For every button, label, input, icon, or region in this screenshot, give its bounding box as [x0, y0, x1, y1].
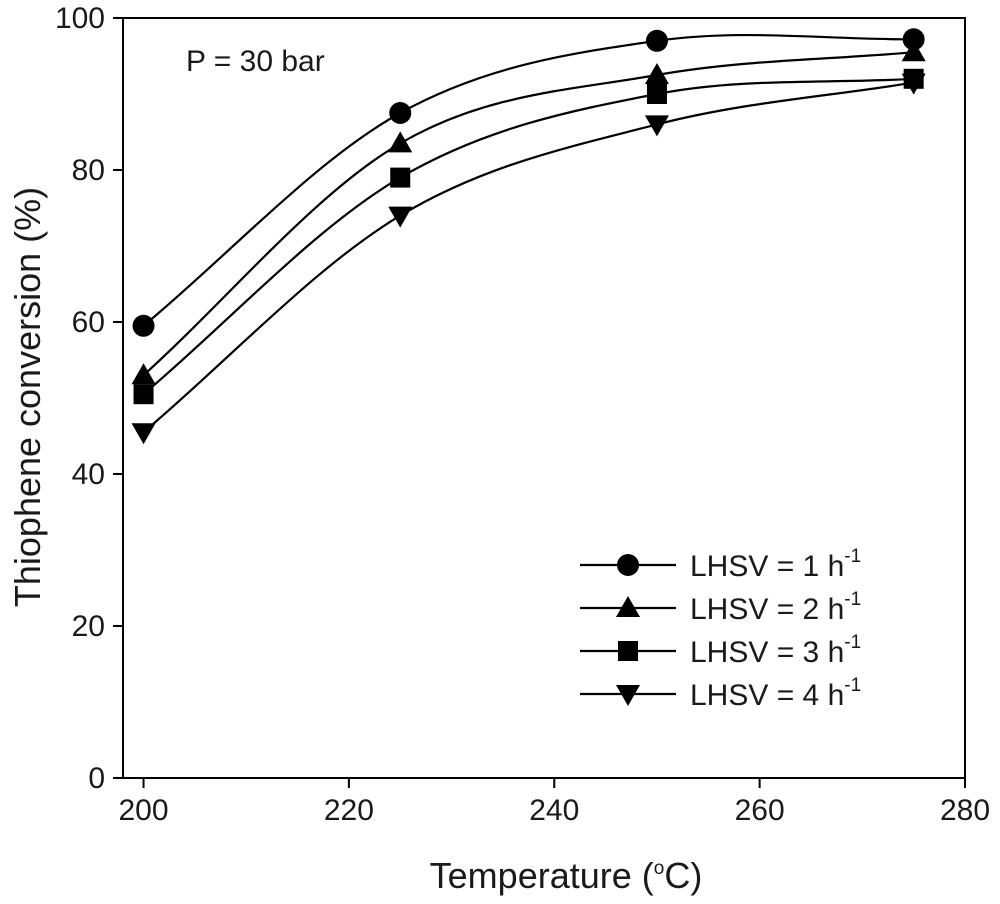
legend-entry-3: LHSV = 3 h-1: [580, 632, 861, 669]
legend-label-1: LHSV = 1 h-1: [690, 546, 861, 583]
data-point-s1-x250: [645, 29, 668, 52]
y-tick-label-0: 0: [88, 762, 105, 795]
y-tick-label-80: 80: [72, 154, 105, 187]
data-point-s3-x225: [390, 167, 411, 188]
legend-marker-1: [617, 554, 639, 576]
y-axis-label: Thiophene conversion (%): [7, 187, 48, 607]
data-point-s1-x275: [902, 28, 925, 51]
axis-ticks: 200 220 240 260 280 0 20 40 60 80 100: [55, 2, 990, 827]
data-point-s4-x200: [131, 423, 156, 445]
x-axis-label-main: Temperature (: [430, 855, 654, 896]
legend-marker-2: [616, 596, 640, 617]
y-tick-label-40: 40: [72, 458, 105, 491]
y-tick-label-60: 60: [72, 306, 105, 339]
data-point-s4-x225: [388, 206, 413, 228]
legend-label-3: LHSV = 3 h-1: [690, 632, 861, 669]
x-tick-label-260: 260: [735, 794, 785, 827]
legend-entry-4: LHSV = 4 h-1: [580, 675, 861, 712]
data-point-s2-x225: [388, 131, 413, 153]
legend: LHSV = 1 h-1 LHSV = 2 h-1 LHSV = 3 h-1 LHSV…: [580, 546, 861, 712]
x-tick-label-200: 200: [119, 794, 169, 827]
pressure-annotation: P = 30 bar: [186, 45, 325, 78]
legend-marker-3: [618, 641, 638, 661]
data-point-s2-x200: [131, 363, 156, 385]
legend-label-4: LHSV = 4 h-1: [690, 675, 861, 712]
x-axis-label-degree: o: [654, 858, 665, 879]
x-axis-label-unit: C): [664, 855, 702, 896]
data-point-s3-x250: [646, 84, 667, 104]
series-line-2: [142, 51, 914, 377]
y-tick-label-100: 100: [55, 2, 105, 35]
series-line-1: [142, 33, 914, 327]
data-point-s4-x275: [901, 73, 926, 95]
x-axis-label: Temperature (oC): [430, 855, 703, 896]
plot-frame: [122, 17, 966, 779]
x-tick-label-280: 280: [940, 794, 990, 827]
legend-marker-4: [616, 685, 640, 706]
x-tick-label-220: 220: [324, 794, 374, 827]
legend-entry-1: LHSV = 1 h-1: [580, 546, 861, 583]
data-point-s1-x200: [132, 314, 155, 337]
data-point-s3-x200: [133, 384, 154, 405]
legend-entry-2: LHSV = 2 h-1: [580, 589, 861, 626]
series-markers: [131, 28, 926, 445]
series-lines: [142, 33, 914, 434]
legend-label-2: LHSV = 2 h-1: [690, 589, 861, 626]
data-point-s2-x250: [644, 63, 669, 84]
x-tick-label-240: 240: [529, 794, 579, 827]
data-point-s4-x250: [644, 115, 669, 137]
y-tick-label-20: 20: [72, 610, 105, 643]
data-point-s2-x275: [901, 40, 926, 62]
data-point-s1-x225: [389, 102, 412, 124]
series-line-4: [142, 81, 914, 434]
series-line-3: [142, 77, 914, 396]
